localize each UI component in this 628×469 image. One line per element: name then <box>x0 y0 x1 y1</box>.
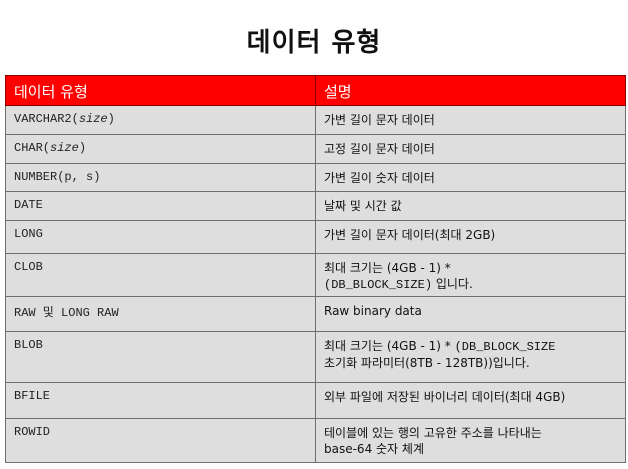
desc-text: 최대 크기는 (4GB - 1) * <box>324 261 451 275</box>
type-cell: BLOB <box>5 331 316 383</box>
type-param: size <box>78 112 108 126</box>
desc-cell: 고정 길이 문자 데이터 <box>315 134 626 164</box>
desc-cell: 날짜 및 시간 값 <box>315 191 626 221</box>
desc-cell: 최대 크기는 (4GB - 1) * (DB_BLOCK_SIZE) 입니다. <box>315 253 626 297</box>
desc-text: 입니다. <box>432 277 473 291</box>
desc-cell: 가변 길이 문자 데이터 <box>315 105 626 135</box>
type-cell: ROWID <box>5 418 316 463</box>
data-type-table: 데이터 유형 설명 VARCHAR2(size) 가변 길이 문자 데이터 CH… <box>5 75 626 463</box>
desc-cell: 최대 크기는 (4GB - 1) * (DB_BLOCK_SIZE 초기화 파라미… <box>315 331 626 383</box>
type-text: ) <box>78 141 87 155</box>
table-row: VARCHAR2(size) 가변 길이 문자 데이터 <box>5 105 626 135</box>
type-cell: RAW 및 LONG RAW <box>5 296 316 332</box>
type-param: size <box>50 141 79 155</box>
page-title: 데이터 유형 <box>246 28 382 58</box>
desc-code: (DB_BLOCK_SIZE) <box>324 278 433 292</box>
desc-text: 테이블에 있는 행의 고유한 주소를 나타내는 <box>324 426 542 440</box>
type-text: ) <box>107 112 115 126</box>
type-cell: DATE <box>5 191 316 221</box>
header-data-type: 데이터 유형 <box>5 75 316 106</box>
type-text: CHAR( <box>14 141 51 155</box>
type-cell: BFILE <box>5 382 316 419</box>
table-row: BFILE 외부 파일에 저장된 바이너리 데이터(최대 4GB) <box>5 382 626 419</box>
header-description: 설명 <box>315 75 626 106</box>
table-row: CHAR(size) 고정 길이 문자 데이터 <box>5 134 626 164</box>
table-row: LONG 가변 길이 문자 데이터(최대 2GB) <box>5 220 626 254</box>
table-header-row: 데이터 유형 설명 <box>5 75 626 106</box>
table-row: RAW 및 LONG RAW Raw binary data <box>5 296 626 332</box>
table-row: ROWID 테이블에 있는 행의 고유한 주소를 나타내는 base-64 숫자 … <box>5 418 626 463</box>
table-row: BLOB 최대 크기는 (4GB - 1) * (DB_BLOCK_SIZE 초기… <box>5 331 626 383</box>
desc-text: 최대 크기는 (4GB - 1) * <box>324 339 455 353</box>
desc-text: base-64 숫자 체계 <box>324 442 424 456</box>
desc-cell: Raw binary data <box>315 296 626 332</box>
desc-cell: 가변 길이 숫자 데이터 <box>315 163 626 192</box>
desc-cell: 가변 길이 문자 데이터(최대 2GB) <box>315 220 626 254</box>
type-cell: CLOB <box>5 253 316 297</box>
type-cell: NUMBER(p, s) <box>5 163 316 192</box>
desc-cell: 외부 파일에 저장된 바이너리 데이터(최대 4GB) <box>315 382 626 419</box>
desc-cell: 테이블에 있는 행의 고유한 주소를 나타내는 base-64 숫자 체계 <box>315 418 626 463</box>
table-row: CLOB 최대 크기는 (4GB - 1) * (DB_BLOCK_SIZE) 입… <box>5 253 626 297</box>
desc-text: 초기화 파라미터(8TB - 128TB))입니다. <box>324 356 530 370</box>
type-cell: VARCHAR2(size) <box>5 105 316 135</box>
table-row: DATE 날짜 및 시간 값 <box>5 191 626 221</box>
type-text: VARCHAR2( <box>14 112 79 126</box>
type-cell: CHAR(size) <box>5 134 316 164</box>
desc-code: (DB_BLOCK_SIZE <box>454 340 556 354</box>
type-cell: LONG <box>5 220 316 254</box>
table-row: NUMBER(p, s) 가변 길이 숫자 데이터 <box>5 163 626 192</box>
